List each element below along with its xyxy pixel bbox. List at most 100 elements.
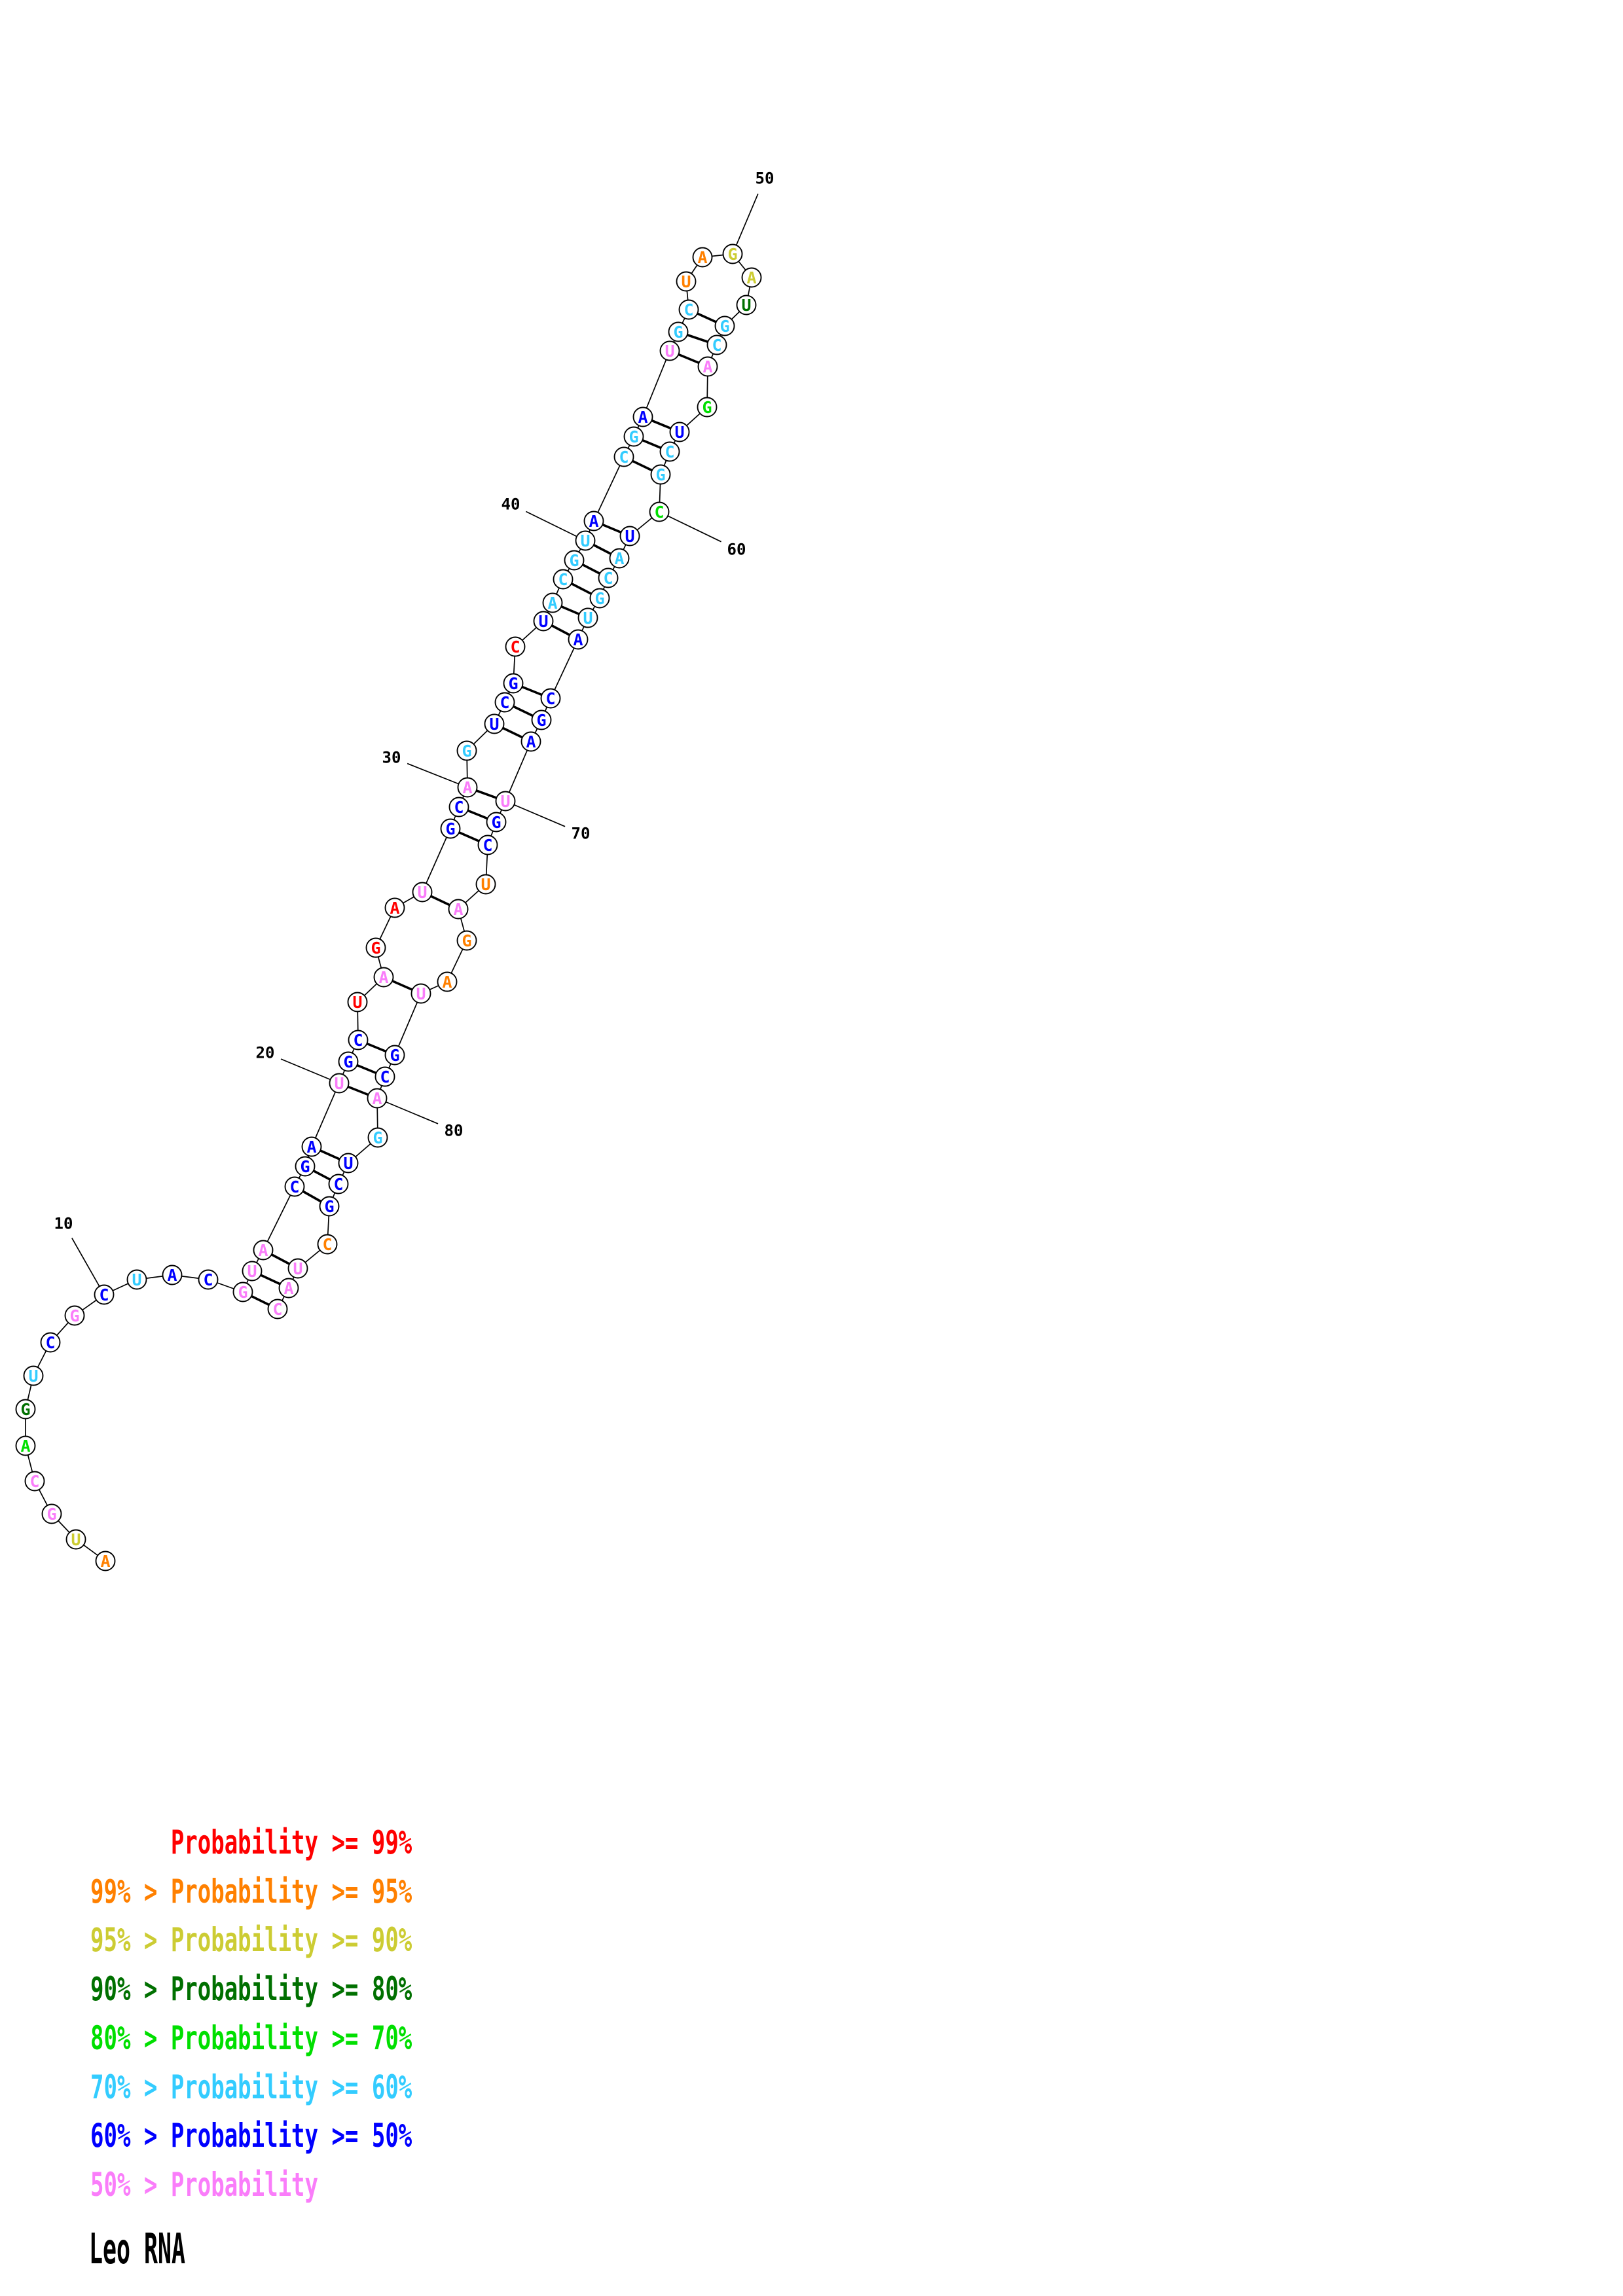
legend-row-3: 95% > Probability >= 90% <box>90 1921 412 1960</box>
nucleotide-circle-72 <box>477 834 498 855</box>
nucleotide-circle-70 <box>495 791 516 812</box>
nucleotide-44: A <box>638 408 647 427</box>
nucleotide-19: A <box>306 1138 316 1157</box>
nucleotide-69: A <box>526 732 536 751</box>
nucleotide-circle-41 <box>583 511 604 531</box>
nucleotide-3: G <box>46 1505 56 1524</box>
nucleotide-32: U <box>489 715 499 734</box>
nucleotide-1: A <box>100 1552 110 1571</box>
nucleotide-circle-88 <box>267 1299 288 1319</box>
nucleotide-circle-20 <box>329 1073 350 1094</box>
sequence-label-40: 40 <box>501 495 520 514</box>
nucleotide-circle-37 <box>542 592 563 613</box>
nucleotide-circle-18 <box>295 1156 316 1177</box>
nucleotide-9: G <box>69 1306 79 1325</box>
legend-row-8: 50% > Probability <box>90 2165 318 2204</box>
nucleotide-circle-78 <box>384 1045 405 1066</box>
nucleotide-21: G <box>343 1052 353 1071</box>
nucleotide-12: A <box>167 1266 177 1285</box>
nucleotide-circle-77 <box>410 983 431 1004</box>
nucleotide-10: C <box>99 1285 109 1304</box>
nucleotide-circle-44 <box>632 406 653 427</box>
nucleotide-circle-38 <box>553 569 574 590</box>
nucleotide-31: G <box>462 742 471 761</box>
sequence-label-10: 10 <box>54 1215 73 1233</box>
nucleotide-circle-3 <box>41 1503 62 1524</box>
nucleotide-62: A <box>614 549 624 568</box>
nucleotide-circle-19 <box>301 1136 322 1157</box>
nucleotide-55: A <box>702 357 712 376</box>
nucleotide-circle-67 <box>540 688 561 709</box>
nucleotide-circle-23 <box>347 992 368 1013</box>
nucleotide-circle-81 <box>367 1127 388 1148</box>
nucleotide-circle-52 <box>736 295 757 315</box>
nucleotide-circle-25 <box>365 937 386 958</box>
nucleotide-48: U <box>681 272 691 291</box>
nucleotide-circle-35 <box>505 636 526 657</box>
nucleotide-83: C <box>333 1175 343 1194</box>
nucleotide-45: U <box>665 342 674 361</box>
nucleotide-circle-86 <box>287 1258 308 1279</box>
legend-row-5: 80% > Probability >= 70% <box>90 2018 412 2057</box>
nucleotide-46: G <box>673 323 683 342</box>
nucleotide-circle-79 <box>374 1066 395 1087</box>
nucleotide-37: A <box>547 594 557 613</box>
nucleotide-8: C <box>45 1333 55 1352</box>
nucleotide-64: G <box>594 589 604 608</box>
nucleotide-circle-34 <box>503 673 524 694</box>
backbone-segment <box>642 350 670 418</box>
nucleotide-76: A <box>442 973 452 992</box>
nucleotide-circle-73 <box>475 874 496 895</box>
sequence-label-line <box>280 1058 340 1084</box>
nucleotide-40: U <box>580 531 590 550</box>
nucleotide-circle-42 <box>613 446 634 467</box>
nucleotide-circle-60 <box>649 501 670 522</box>
nucleotide-81: G <box>373 1128 382 1147</box>
sequence-label-line <box>71 1238 105 1295</box>
nucleotide-circle-40 <box>575 530 596 551</box>
nucleotide-67: C <box>545 689 555 708</box>
nucleotide-circle-33 <box>494 692 515 713</box>
nucleotide-circle-45 <box>659 340 680 361</box>
nucleotide-circle-75 <box>456 930 477 951</box>
legend-row-6: 70% > Probability >= 60% <box>90 2068 412 2106</box>
nucleotide-35: C <box>510 637 520 656</box>
nucleotide-63: C <box>603 569 613 588</box>
nucleotide-circle-7 <box>23 1365 44 1386</box>
nucleotide-53: G <box>720 317 729 336</box>
nucleotide-75: G <box>462 931 471 950</box>
nucleotide-73: U <box>481 875 490 894</box>
nucleotide-7: U <box>28 1367 38 1386</box>
backbone-segment <box>394 993 422 1056</box>
nucleotide-86: U <box>293 1259 302 1278</box>
nucleotide-circle-6 <box>15 1399 36 1420</box>
nucleotide-circle-63 <box>598 567 619 588</box>
nucleotide-60: C <box>654 503 664 522</box>
nucleotide-85: C <box>322 1235 332 1254</box>
nucleotide-33: C <box>500 693 509 712</box>
nucleotide-80: A <box>372 1089 382 1108</box>
nucleotide-52: U <box>741 296 751 315</box>
nucleotide-circle-66 <box>568 629 589 650</box>
nucleotide-circle-71 <box>486 812 507 833</box>
nucleotide-circle-84 <box>319 1196 340 1217</box>
nucleotide-16: A <box>258 1241 268 1260</box>
nucleotide-39: G <box>569 551 579 570</box>
nucleotide-25: G <box>371 939 380 958</box>
nucleotide-17: C <box>289 1177 299 1196</box>
sequence-label-line <box>659 511 721 543</box>
nucleotide-circle-47 <box>678 299 699 320</box>
nucleotide-circle-32 <box>484 713 505 734</box>
nucleotide-circle-5 <box>15 1435 36 1456</box>
nucleotide-51: A <box>746 268 756 287</box>
sequence-label-line <box>732 193 759 255</box>
nucleotide-84: G <box>324 1197 334 1216</box>
nucleotide-circle-54 <box>706 334 727 355</box>
nucleotide-circle-87 <box>278 1278 299 1299</box>
nucleotide-72: C <box>483 836 492 855</box>
nucleotide-circle-65 <box>577 607 598 628</box>
legend-row-1: Probability >= 99% <box>90 1823 412 1861</box>
nucleotide-11: U <box>132 1270 141 1289</box>
sequence-label-20: 20 <box>256 1044 275 1062</box>
